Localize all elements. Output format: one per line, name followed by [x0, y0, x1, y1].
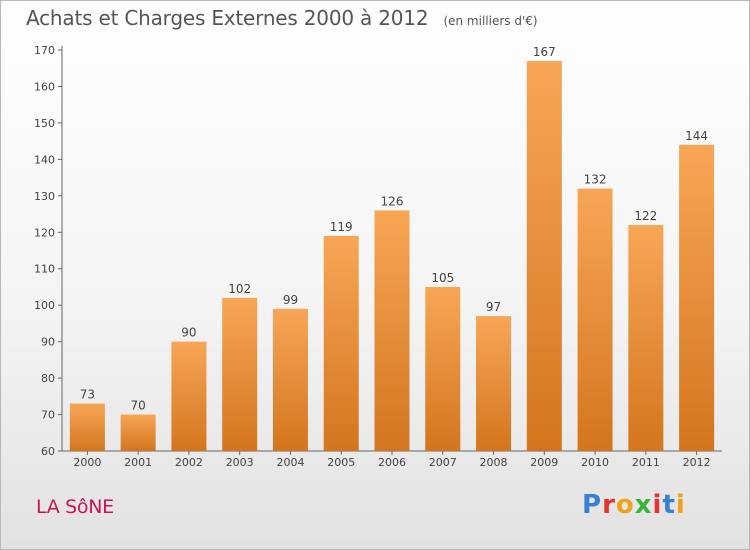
- proxiti-logo: Proxiti: [582, 490, 686, 520]
- place-name: LA SôNE: [36, 496, 114, 518]
- bar-2010: [577, 188, 613, 451]
- y-tick-label: 170: [34, 44, 55, 57]
- x-tick-label: 2005: [327, 456, 355, 469]
- bar-2012: [679, 144, 715, 452]
- bar-2003: [222, 297, 258, 451]
- data-label-2008: 97: [486, 300, 501, 314]
- x-tick-label: 2003: [226, 456, 254, 469]
- logo-letter: t: [662, 490, 676, 520]
- x-tick-label: 2004: [276, 456, 304, 469]
- x-tick-label: 2012: [683, 456, 711, 469]
- data-labels: 73 70 90 102 99 119 126 105 97 167 132 122 144: [80, 45, 708, 413]
- logo-letter: x: [634, 490, 653, 520]
- y-tick-label: 120: [34, 226, 55, 239]
- y-tick-label: 130: [34, 190, 55, 203]
- data-label-2010: 132: [584, 173, 607, 187]
- data-label-2005: 119: [330, 220, 353, 234]
- logo-letter: i: [675, 490, 686, 520]
- data-label-2003: 102: [228, 282, 251, 296]
- data-label-2007: 105: [431, 271, 454, 285]
- chart-unit: (en milliers d'€): [443, 14, 538, 28]
- bar-2002: [171, 341, 207, 451]
- bar-2009: [526, 60, 562, 451]
- data-label-2006: 126: [381, 194, 404, 208]
- bar-2006: [374, 210, 410, 451]
- logo-letter: r: [602, 490, 616, 520]
- x-tick-label: 2008: [480, 456, 508, 469]
- x-tick-label: 2010: [581, 456, 609, 469]
- bar-2005: [323, 235, 359, 451]
- logo-letter: i: [652, 490, 663, 520]
- logo-letter: o: [615, 490, 635, 520]
- y-tick-label: 60: [41, 445, 55, 458]
- bar-2004: [272, 308, 308, 451]
- y-tick-label: 70: [41, 409, 55, 422]
- y-tick-label: 110: [34, 263, 55, 276]
- bar-2011: [628, 224, 664, 451]
- data-label-2012: 144: [685, 129, 708, 143]
- logo-letter: P: [582, 490, 603, 520]
- x-tick-label: 2007: [429, 456, 457, 469]
- x-tick-label: 2000: [73, 456, 101, 469]
- y-tick-label: 100: [34, 299, 55, 312]
- chart-title: Achats et Charges Externes 2000 à 2012: [26, 6, 429, 30]
- y-tick-label: 90: [41, 336, 55, 349]
- x-tick-label: 2002: [175, 456, 203, 469]
- y-tick-label: 160: [34, 80, 55, 93]
- data-label-2011: 122: [634, 209, 657, 223]
- x-tick-label: 2009: [530, 456, 558, 469]
- data-label-2001: 70: [131, 399, 146, 413]
- x-tick-label: 2011: [632, 456, 660, 469]
- bars: [69, 60, 715, 452]
- y-tick-label: 150: [34, 117, 55, 130]
- data-label-2000: 73: [80, 388, 95, 402]
- data-label-2009: 167: [533, 45, 556, 59]
- bar-2007: [425, 286, 461, 451]
- bar-2001: [120, 414, 156, 451]
- y-tick-label: 140: [34, 153, 55, 166]
- x-tick-label: 2001: [124, 456, 152, 469]
- bar-2000: [69, 403, 105, 451]
- data-label-2002: 90: [181, 326, 196, 340]
- data-label-2004: 99: [283, 293, 298, 307]
- y-tick-label: 80: [41, 372, 55, 385]
- bar-2008: [476, 316, 512, 451]
- x-tick-label: 2006: [378, 456, 406, 469]
- title-row: Achats et Charges Externes 2000 à 2012 (…: [26, 6, 538, 30]
